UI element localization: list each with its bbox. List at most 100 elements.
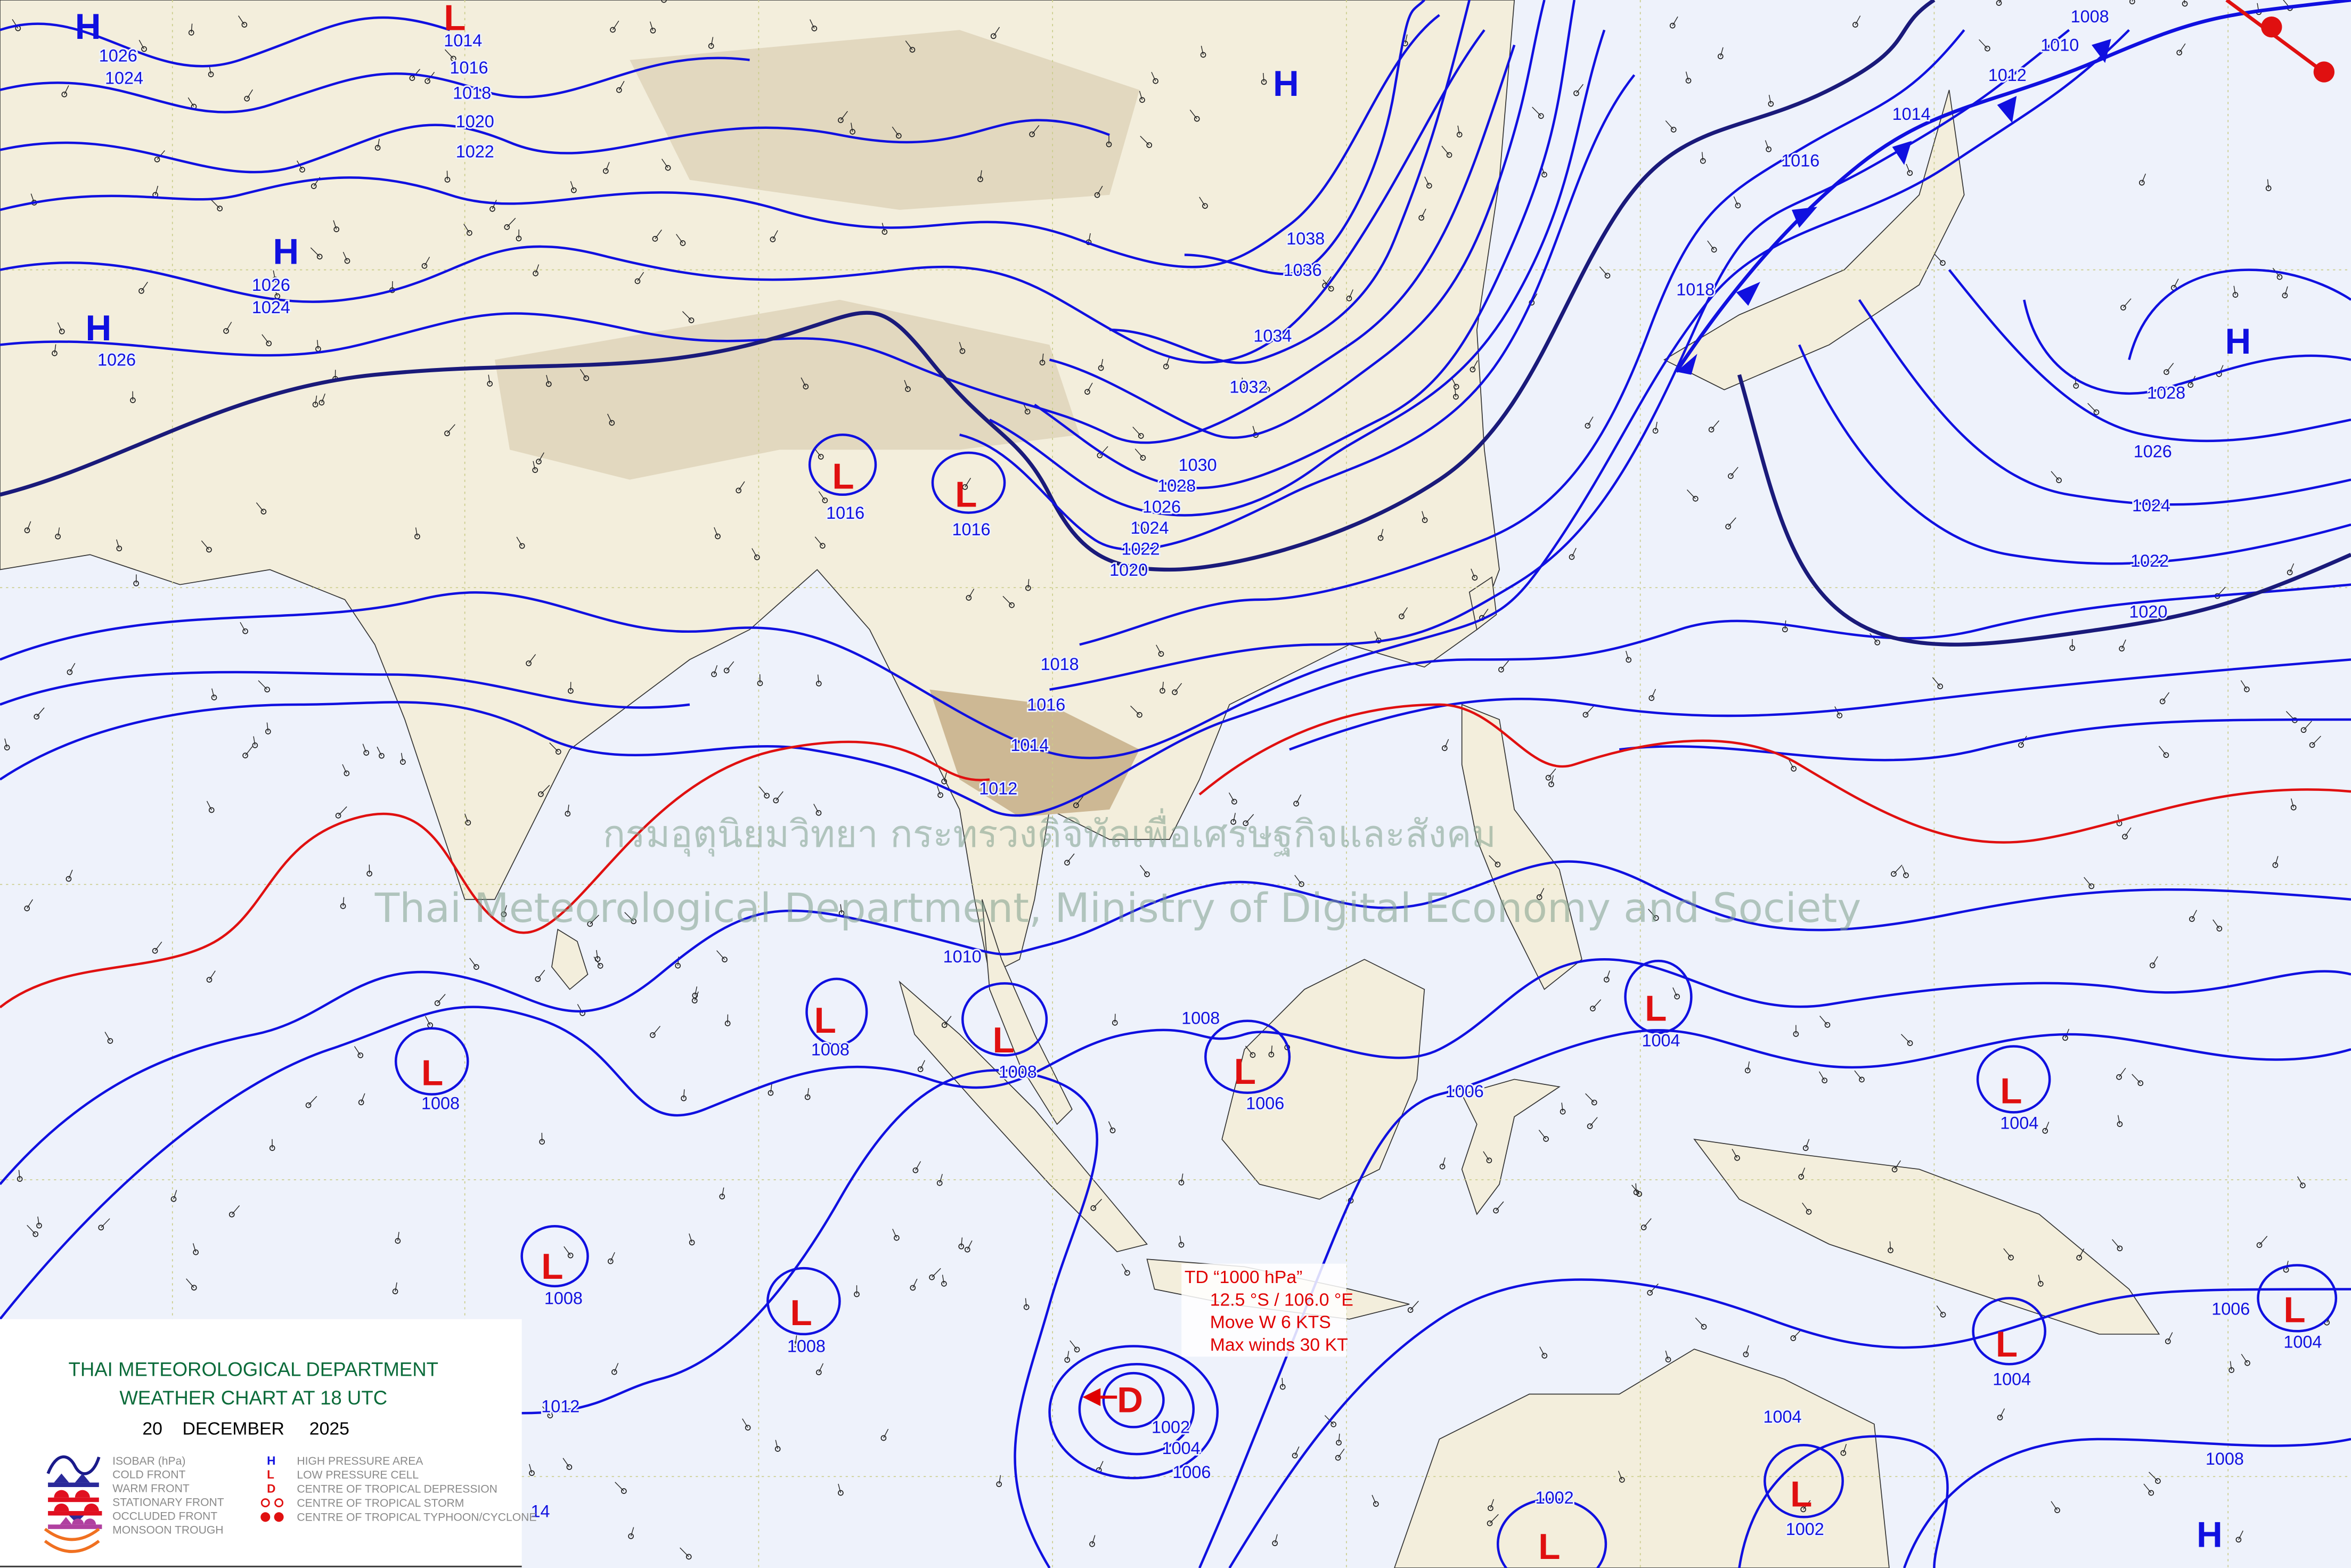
wind-barb <box>1424 176 1430 186</box>
isobar-label: 1004 <box>2000 1113 2038 1132</box>
station-marker <box>1790 1335 1797 1341</box>
wind-barb <box>2284 286 2288 296</box>
station-marker <box>941 1022 948 1028</box>
wind-barb <box>2303 721 2312 731</box>
legend-items-left: ISOBAR (hPa) COLD FRONT WARM FRONTSTATIONA… <box>112 1455 224 1536</box>
wind-barb <box>2141 173 2146 183</box>
station-marker <box>519 543 525 549</box>
wind-barb <box>1245 1046 1253 1056</box>
wind-barb <box>615 1482 624 1492</box>
wind-barb <box>27 899 33 909</box>
wind-barb <box>256 502 264 512</box>
wind-barb <box>1732 1148 1738 1158</box>
isobar <box>0 56 750 113</box>
station-marker <box>228 1211 235 1218</box>
station-marker <box>1090 1205 1097 1211</box>
station-marker <box>1692 496 1699 502</box>
station-marker <box>2164 369 2169 375</box>
station-marker <box>1426 183 1432 189</box>
wind-barb <box>37 1216 40 1226</box>
wind-barb <box>1066 853 1075 863</box>
wind-barb <box>1189 109 1197 119</box>
station-marker <box>1626 657 1632 663</box>
station-marker <box>1029 131 1035 137</box>
station-marker <box>1708 427 1715 432</box>
isobar <box>1034 0 1576 489</box>
td-max-winds: Max winds 30 KT <box>1210 1335 1348 1355</box>
station-marker <box>631 918 636 925</box>
wind-barb <box>2112 1239 2120 1249</box>
tropical-storm-symbol <box>260 1498 284 1508</box>
wind-barb <box>1490 1499 1495 1508</box>
station-marker <box>1538 113 1544 119</box>
wind-barb <box>1599 266 1608 276</box>
station-marker <box>344 258 350 264</box>
wind-barb <box>1979 39 1988 49</box>
isobar-label: 1004 <box>1642 1031 1680 1050</box>
isobar <box>0 671 690 709</box>
station-marker <box>905 386 911 393</box>
station-marker <box>815 810 822 816</box>
isobar-label: 1006 <box>1446 1082 1484 1101</box>
wind-barb <box>2143 1483 2152 1493</box>
wind-barb <box>1295 794 1302 804</box>
wind-barb <box>967 1240 973 1250</box>
station-marker <box>990 33 997 39</box>
wind-barb <box>1093 1198 1103 1208</box>
wind-barb <box>1281 1378 1283 1387</box>
wind-barb <box>1695 1317 1704 1327</box>
low-pressure-center: L <box>2283 1290 2305 1330</box>
wind-barb <box>1548 768 1556 778</box>
wind-barb <box>596 950 598 959</box>
wind-barb <box>570 181 574 191</box>
high-pressure-center: H <box>2197 1515 2223 1555</box>
station-marker <box>59 328 65 334</box>
wind-barb <box>1803 1500 1811 1510</box>
highlands <box>494 30 1140 817</box>
wind-barb <box>1274 1534 1278 1544</box>
wind-barb <box>1720 47 1724 57</box>
wind-barb <box>1098 1461 1104 1471</box>
wind-barb <box>649 21 654 31</box>
wind-barb <box>2149 1472 2158 1482</box>
legend-item: COLD FRONT <box>112 1469 185 1481</box>
wind-barb <box>590 914 599 925</box>
isobar <box>0 29 2130 760</box>
station-marker <box>1094 192 1100 198</box>
wind-barb <box>1672 16 1678 26</box>
wind-barb <box>1132 427 1141 436</box>
isobar <box>2023 299 2351 395</box>
station-marker <box>745 1425 751 1431</box>
station-marker <box>2287 569 2293 576</box>
station-marker <box>2244 687 2250 692</box>
wind-barb <box>2289 563 2295 573</box>
wind-barb <box>2158 746 2167 756</box>
station-marker <box>1439 1163 1446 1170</box>
wind-barb <box>1711 420 1719 430</box>
isobar-label: 1022 <box>2130 551 2169 570</box>
wind-barb <box>920 1060 925 1069</box>
wind-barb <box>1139 91 1143 100</box>
isobar <box>0 16 451 68</box>
station-marker <box>764 793 770 799</box>
station-marker <box>602 168 609 174</box>
station-marker <box>1138 433 1144 439</box>
station-marker <box>32 1231 39 1237</box>
station-marker <box>895 133 902 139</box>
wind-barb <box>1262 73 1264 83</box>
wind-barb <box>247 89 253 99</box>
wind-barb <box>535 264 540 274</box>
station-marker <box>2056 477 2062 484</box>
wind-barb <box>2121 639 2126 649</box>
wind-barb <box>2162 692 2170 702</box>
station-marker <box>1653 915 1659 921</box>
wind-barb <box>1672 987 1678 997</box>
station-marker <box>1377 535 1384 541</box>
station-marker <box>685 1554 692 1560</box>
isobar <box>1228 1278 2351 1568</box>
wind-barb <box>680 1547 689 1557</box>
station-marker <box>1573 90 1579 96</box>
wind-barb <box>1151 72 1156 81</box>
wind-barb <box>2051 1501 2058 1511</box>
wind-barb <box>912 1278 918 1288</box>
